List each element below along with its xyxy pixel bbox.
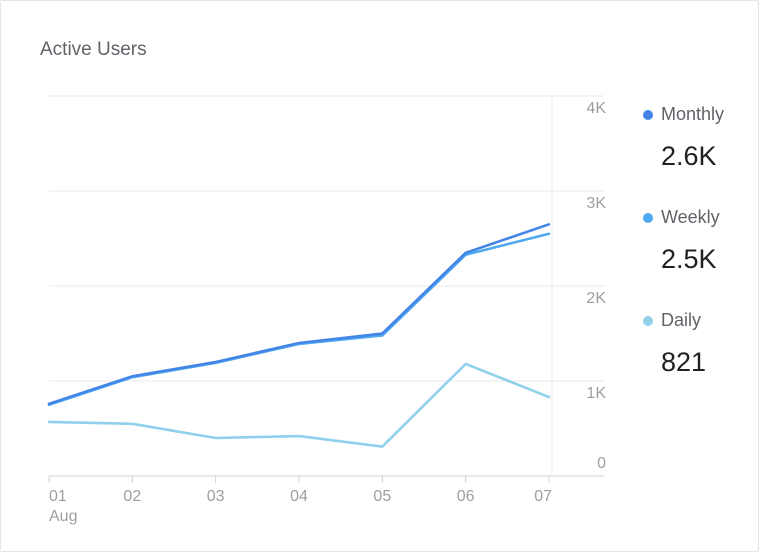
y-tick-label: 0: [597, 455, 606, 472]
series-line-monthly[interactable]: [47, 223, 551, 406]
y-tick-label: 1K: [586, 385, 606, 402]
x-tick-label: 04: [290, 488, 308, 505]
y-tick-label: 4K: [586, 100, 606, 117]
legend-item-monthly[interactable]: Monthly 2.6K: [643, 101, 758, 204]
legend-value-daily: 821: [661, 347, 707, 377]
x-tick-label: 01: [49, 488, 67, 505]
y-axis-ticks: 0 1K 2K 3K 4K: [586, 100, 606, 472]
grid-lines: [49, 95, 604, 477]
legend-label-daily: Daily: [661, 310, 702, 330]
x-tick-label: 02: [123, 488, 141, 505]
legend: Monthly 2.6K Weekly 2.5K Daily 821: [643, 101, 758, 410]
y-tick-label: 3K: [586, 195, 606, 212]
x-tick-label: 06: [457, 488, 475, 505]
legend-dot-weekly: [643, 213, 653, 223]
legend-value-monthly: 2.6K: [661, 141, 717, 171]
legend-dot-daily: [643, 316, 653, 326]
legend-item-daily[interactable]: Daily 821: [643, 307, 758, 410]
x-axis-ticks: 01 02 03 04 05 06 07 Aug: [48, 476, 552, 525]
legend-item-weekly[interactable]: Weekly 2.5K: [643, 204, 758, 307]
x-axis-month-label: Aug: [49, 508, 77, 525]
y-tick-label: 2K: [586, 290, 606, 307]
x-tick-label: 07: [534, 488, 552, 505]
chart-title: Active Users: [40, 39, 147, 60]
x-tick-label: 05: [373, 488, 391, 505]
legend-value-weekly: 2.5K: [661, 244, 717, 274]
legend-dot-monthly: [643, 110, 653, 120]
legend-label-weekly: Weekly: [661, 207, 720, 227]
series-line-daily[interactable]: [47, 362, 551, 448]
legend-label-monthly: Monthly: [661, 104, 725, 124]
series-lines: [47, 223, 551, 448]
x-tick-label: 03: [207, 488, 225, 505]
